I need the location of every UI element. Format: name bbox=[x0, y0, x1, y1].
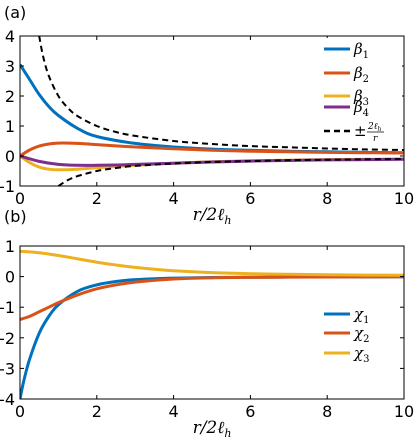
panel-a-xtick-label: 10 bbox=[394, 189, 414, 208]
svg-text:r: r bbox=[373, 134, 378, 144]
panel-b-ytick-label: -2 bbox=[0, 329, 15, 348]
legend-chi1-label: χ1 bbox=[353, 305, 369, 326]
panel-a-ytick-label: -1 bbox=[0, 177, 15, 196]
panel-a-label: (a) bbox=[4, 3, 26, 22]
panel-b-xtick-label: 6 bbox=[245, 402, 255, 421]
panel-b-xtick-label: 10 bbox=[394, 402, 414, 421]
panel-a-ytick-label: 4 bbox=[5, 27, 15, 46]
panel-b: (b) 0 2 4 6 8 10 -4 -3 -2 -1 0 1 r/2ℓh χ1 χ2 χ3 bbox=[0, 207, 414, 439]
panel-b-xtick-label: 8 bbox=[322, 402, 332, 421]
panel-b-ytick-label: 0 bbox=[5, 268, 15, 287]
panel-b-legend: χ1 χ2 χ3 bbox=[324, 305, 369, 365]
panel-a-xtick-label: 0 bbox=[15, 189, 25, 208]
panel-a-xtick-label: 4 bbox=[169, 189, 179, 208]
panel-a-series-3-line bbox=[20, 156, 404, 165]
legend-chi3-label: χ3 bbox=[353, 344, 369, 365]
panel-b-series-2-line bbox=[20, 251, 404, 275]
panel-a-xtick-label: 8 bbox=[322, 189, 332, 208]
panel-a-xtick-label: 6 bbox=[245, 189, 255, 208]
panel-b-xtick-label: 4 bbox=[169, 402, 179, 421]
panel-a-xtick-label: 2 bbox=[92, 189, 102, 208]
panel-a-ytick-label: 2 bbox=[5, 87, 15, 106]
panel-b-ytick-label: -1 bbox=[0, 298, 15, 317]
panel-b-axes-box bbox=[20, 246, 404, 399]
panel-a-legend: β1 β2 β3 β4 ± 2ℓh r bbox=[316, 38, 402, 146]
legend-chi2-label: χ2 bbox=[353, 324, 369, 345]
panel-b-ytick-label: -3 bbox=[0, 359, 15, 378]
svg-text:±: ± bbox=[354, 122, 367, 140]
panel-a-ytick-label: 0 bbox=[5, 147, 15, 166]
panel-b-ytick-label: 1 bbox=[5, 237, 15, 256]
panel-b-label: (b) bbox=[4, 207, 27, 226]
panel-b-xlabel: r/2ℓh bbox=[193, 418, 232, 439]
panel-a-ytick-label: 1 bbox=[5, 117, 15, 136]
panel-b-xtick-label: 0 bbox=[15, 402, 25, 421]
panel-a-ytick-label: 3 bbox=[5, 57, 15, 76]
panel-b-ticks: 0 2 4 6 8 10 -4 -3 -2 -1 0 1 bbox=[0, 237, 414, 421]
panel-b-plot-area bbox=[20, 251, 404, 399]
panel-b-ytick-label: -4 bbox=[0, 390, 15, 409]
panel-b-xtick-label: 2 bbox=[92, 402, 102, 421]
panel-a-xlabel: r/2ℓh bbox=[193, 205, 232, 227]
